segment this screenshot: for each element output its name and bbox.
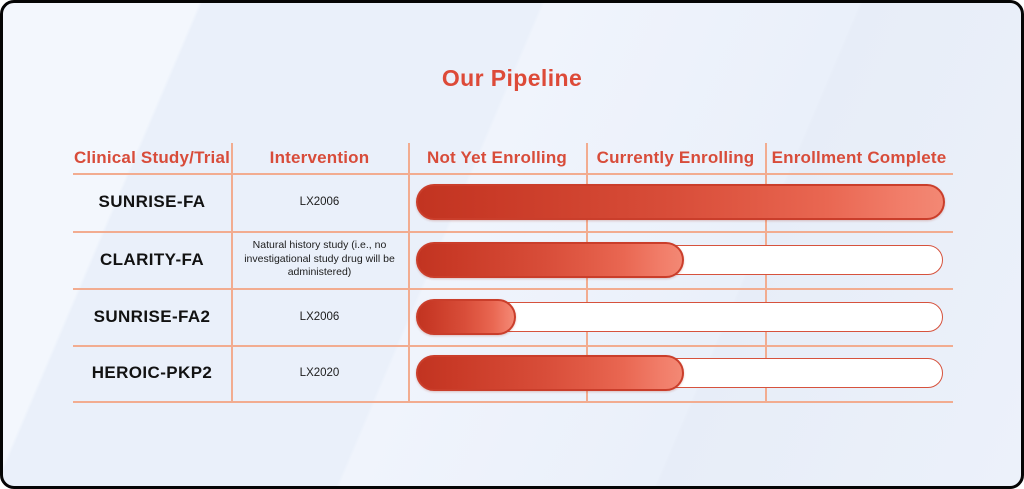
row-divider bbox=[73, 345, 953, 347]
table-bottom-line bbox=[73, 401, 953, 403]
header-underline bbox=[73, 173, 953, 175]
progress-track-outline bbox=[416, 241, 943, 278]
progress-track bbox=[408, 231, 953, 288]
study-name: SUNRISE-FA2 bbox=[93, 306, 211, 326]
progress-bar-fill bbox=[416, 355, 684, 391]
study-name: HEROIC-PKP2 bbox=[91, 363, 213, 382]
progress-bar-fill bbox=[416, 241, 684, 278]
pipeline-table: Clinical Study/Trial Intervention Not Ye… bbox=[73, 143, 953, 403]
progress-bar-fill bbox=[416, 298, 517, 335]
column-divider bbox=[231, 143, 233, 403]
progress-track bbox=[408, 288, 953, 345]
progress-track-outline bbox=[416, 184, 945, 220]
intervention-label: LX2006 bbox=[299, 310, 340, 323]
study-name: CLARITY-FA bbox=[99, 249, 205, 269]
progress-track-outline bbox=[416, 298, 943, 335]
column-header-not-yet-enrolling: Not Yet Enrolling bbox=[426, 148, 568, 167]
row-divider bbox=[73, 231, 953, 233]
intervention-label: LX2020 bbox=[299, 367, 340, 379]
progress-track bbox=[408, 345, 953, 401]
column-header-enrollment-complete: Enrollment Complete bbox=[771, 148, 947, 167]
column-header-study: Clinical Study/Trial bbox=[73, 148, 231, 167]
intervention-label: Natural history study (i.e., no investig… bbox=[244, 239, 395, 279]
column-header-intervention: Intervention bbox=[269, 148, 370, 167]
column-divider bbox=[408, 143, 410, 403]
intervention-label: LX2006 bbox=[299, 196, 340, 208]
study-name: SUNRISE-FA bbox=[98, 192, 206, 211]
progress-track bbox=[408, 173, 953, 231]
progress-bar-fill bbox=[416, 184, 945, 220]
progress-track-outline bbox=[416, 355, 943, 391]
column-header-currently-enrolling: Currently Enrolling bbox=[596, 148, 755, 167]
page-title: Our Pipeline bbox=[441, 65, 583, 91]
row-divider bbox=[73, 288, 953, 290]
